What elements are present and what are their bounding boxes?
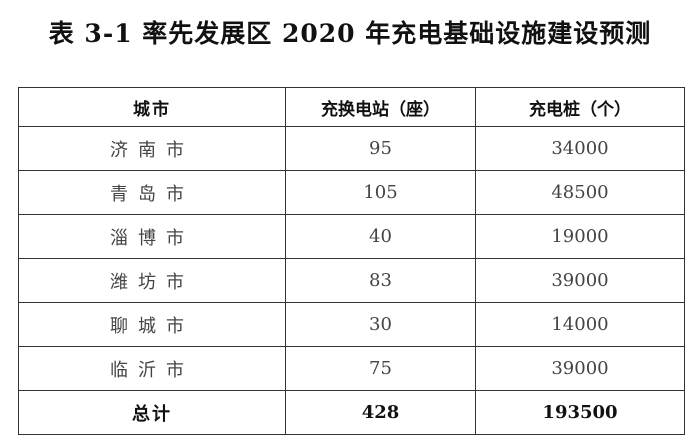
stations-cell: 105: [285, 170, 476, 215]
piles-cell: 48500: [475, 170, 685, 215]
stations-cell: 30: [285, 302, 476, 347]
city-cell: 淄博市: [18, 214, 286, 259]
piles-cell: 39000: [475, 346, 685, 391]
city-cell: 青岛市: [18, 170, 286, 215]
piles-cell: 39000: [475, 258, 685, 303]
stations-cell: 95: [285, 126, 476, 171]
table-row: 聊城市 30 14000: [18, 302, 685, 347]
total-stations: 428: [285, 390, 476, 435]
table-title: 表 3-1 率先发展区 2020 年充电基础设施建设预测: [48, 19, 652, 48]
header-stations: 充换电站（座）: [285, 87, 476, 127]
table-row: 济南市 95 34000: [18, 126, 685, 171]
stations-cell: 83: [285, 258, 476, 303]
total-label: 总计: [18, 390, 286, 435]
header-city: 城市: [18, 87, 286, 127]
piles-cell: 19000: [475, 214, 685, 259]
table-row: 临沂市 75 39000: [18, 346, 685, 391]
stations-cell: 40: [285, 214, 476, 259]
total-piles: 193500: [475, 390, 685, 435]
piles-cell: 14000: [475, 302, 685, 347]
table-row: 潍坊市 83 39000: [18, 258, 685, 303]
table-row: 淄博市 40 19000: [18, 214, 685, 259]
header-piles: 充电桩（个）: [475, 87, 685, 127]
header-row: 城市 充换电站（座） 充电桩（个）: [18, 87, 685, 127]
city-cell: 济南市: [18, 126, 286, 171]
city-cell: 聊城市: [18, 302, 286, 347]
piles-cell: 34000: [475, 126, 685, 171]
city-cell: 潍坊市: [18, 258, 286, 303]
stations-cell: 75: [285, 346, 476, 391]
table-row: 青岛市 105 48500: [18, 170, 685, 215]
total-row: 总计 428 193500: [18, 390, 685, 435]
city-cell: 临沂市: [18, 346, 286, 391]
charging-infrastructure-table: 城市 充换电站（座） 充电桩（个） 济南市 95 34000 青岛市 105 4…: [18, 87, 685, 435]
